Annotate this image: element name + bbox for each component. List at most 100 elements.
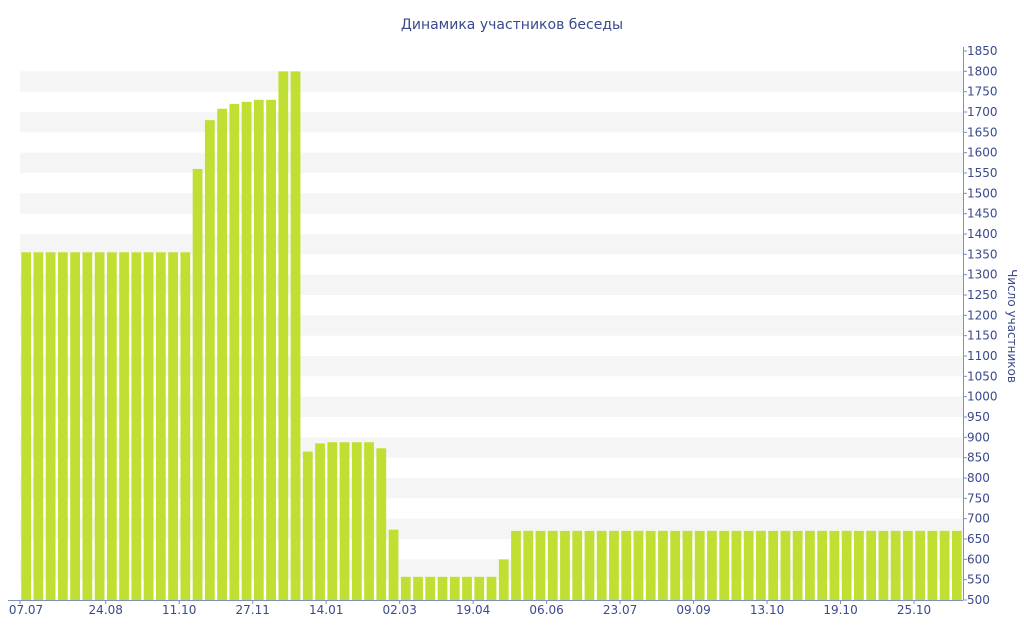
x-tick-label: 19.04	[456, 603, 490, 617]
bar	[951, 530, 962, 600]
bar	[45, 252, 56, 601]
bar	[780, 530, 791, 600]
y-tick-label: 1800	[967, 64, 998, 78]
bar	[633, 530, 644, 600]
chart-title: Динамика участников беседы	[401, 17, 623, 33]
y-tick-label: 1450	[967, 207, 998, 221]
bar	[621, 530, 632, 600]
x-axis-ticks: 07.07 24.08 11.10 27.11 14.01 02.03 19.04 06.06…	[9, 600, 931, 617]
bar	[70, 252, 81, 601]
bar	[609, 530, 619, 600]
bar	[756, 530, 766, 600]
bar	[890, 530, 901, 600]
y-tick-label: 1700	[967, 105, 998, 119]
bar	[572, 530, 583, 600]
y-tick-label: 1050	[967, 369, 998, 383]
bar	[596, 530, 607, 600]
bar	[253, 99, 264, 601]
bar	[878, 530, 889, 600]
grid-band	[20, 193, 963, 214]
bar	[743, 530, 754, 600]
y-axis-ticks: 500 550 600 650 700 750 800 850 900 950 1000 1050 11…	[963, 44, 998, 607]
bar	[364, 442, 374, 600]
bar	[707, 530, 717, 600]
x-tick-label: 09.09	[676, 603, 710, 617]
bar	[817, 530, 828, 600]
bar	[841, 530, 852, 600]
bar	[229, 103, 240, 601]
y-tick-label: 1100	[967, 349, 998, 363]
bar	[131, 252, 142, 601]
bar	[939, 530, 950, 600]
bar	[523, 530, 534, 600]
bar	[829, 530, 840, 600]
bar	[854, 530, 864, 600]
y-tick-label: 1300	[967, 268, 998, 282]
bar	[302, 451, 313, 600]
bar	[94, 252, 105, 601]
x-tick-label: 24.08	[89, 603, 123, 617]
bar	[719, 530, 730, 600]
bar	[278, 71, 289, 600]
bar	[658, 530, 668, 600]
bar	[400, 576, 411, 600]
y-tick-label: 650	[967, 532, 990, 546]
bar	[449, 576, 460, 600]
y-tick-label: 1750	[967, 85, 998, 99]
y-tick-label: 900	[967, 430, 990, 444]
bar	[425, 576, 436, 600]
bar	[33, 252, 44, 601]
y-tick-label: 600	[967, 552, 990, 566]
bar	[180, 252, 191, 601]
bar	[462, 576, 472, 600]
grid-band	[20, 112, 963, 133]
y-tick-label: 1650	[967, 125, 998, 139]
grid-band	[20, 152, 963, 173]
y-axis-label: Число участников	[1005, 269, 1019, 383]
bar	[241, 101, 252, 600]
y-tick-label: 1150	[967, 329, 998, 343]
bar	[792, 530, 803, 600]
bar	[498, 559, 509, 600]
x-tick-label: 23.07	[603, 603, 637, 617]
bar	[388, 529, 399, 600]
bar	[192, 168, 203, 600]
bar	[155, 252, 166, 601]
bar	[584, 530, 595, 600]
x-tick-label: 19.10	[823, 603, 857, 617]
x-tick-label: 06.06	[529, 603, 563, 617]
bar-series	[21, 71, 962, 601]
bar	[511, 530, 521, 600]
bar	[486, 576, 497, 600]
x-tick-label: 13.10	[750, 603, 784, 617]
bar	[547, 530, 558, 600]
x-tick-label: 02.03	[382, 603, 416, 617]
bar	[217, 108, 227, 600]
y-tick-label: 1550	[967, 166, 998, 180]
bar	[694, 530, 705, 600]
bar	[290, 71, 301, 600]
bar	[204, 120, 215, 600]
y-tick-label: 750	[967, 491, 990, 505]
bar	[21, 252, 32, 601]
bar	[915, 530, 926, 600]
y-tick-label: 1600	[967, 146, 998, 160]
bar	[82, 252, 93, 601]
x-tick-label: 07.07	[9, 603, 43, 617]
y-tick-label: 850	[967, 451, 990, 465]
x-tick-label: 11.10	[162, 603, 196, 617]
grid-band	[20, 234, 963, 255]
y-tick-label: 1350	[967, 247, 998, 261]
bar	[866, 530, 877, 600]
bar	[670, 530, 681, 600]
bar	[645, 530, 656, 600]
bar	[266, 99, 276, 601]
y-tick-label: 1400	[967, 227, 998, 241]
x-tick-label: 14.01	[309, 603, 343, 617]
bar	[143, 252, 154, 601]
y-tick-label: 1200	[967, 308, 998, 322]
y-tick-label: 1000	[967, 390, 998, 404]
y-tick-label: 1500	[967, 186, 998, 200]
bar	[119, 252, 129, 601]
bar	[168, 252, 178, 601]
